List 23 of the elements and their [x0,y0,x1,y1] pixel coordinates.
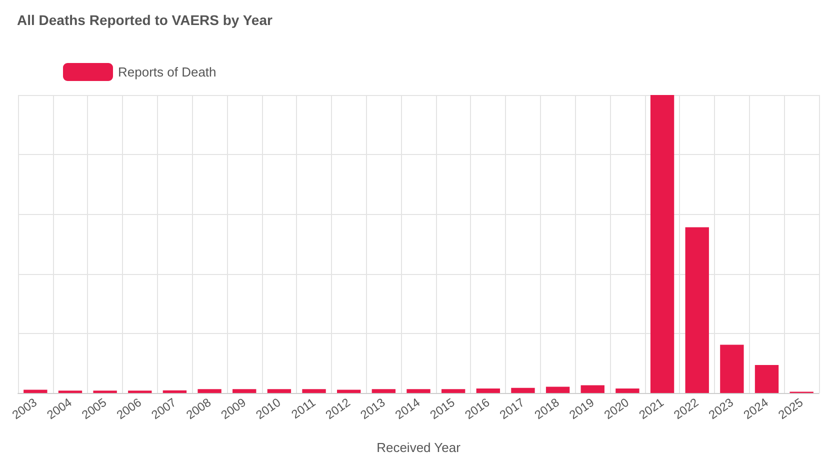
bar [720,344,744,393]
bar [650,95,674,393]
bar [337,390,361,393]
bar [476,388,500,393]
chart-title: All Deaths Reported to VAERS by Year [17,12,273,28]
x-tick-label: 2011 [288,395,318,422]
bar [302,389,326,393]
bar [441,389,466,393]
bar [511,388,535,393]
bar [24,390,48,393]
bar [198,389,222,393]
bar [754,364,779,393]
bar [232,389,256,393]
bar [162,390,187,393]
bar [580,385,604,393]
bar [406,389,430,393]
bar [685,227,709,393]
x-axis-title: Received Year [376,440,462,455]
bar [372,389,396,393]
bar [267,389,292,393]
bar [546,386,570,393]
bar [616,388,640,393]
legend-label: Reports of Death [118,64,216,80]
